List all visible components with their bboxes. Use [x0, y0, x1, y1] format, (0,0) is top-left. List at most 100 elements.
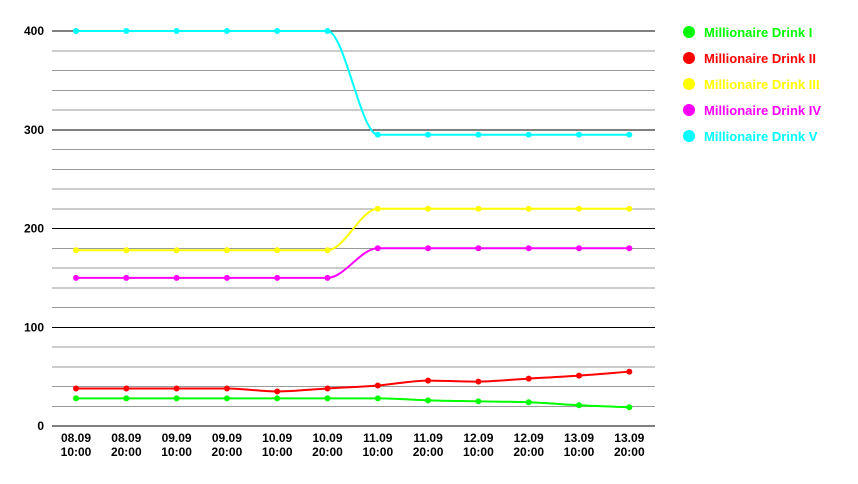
data-point [73, 385, 79, 392]
data-point [626, 245, 633, 252]
series-group [73, 245, 633, 281]
data-point [274, 274, 281, 281]
legend-marker [683, 130, 695, 142]
data-point [374, 205, 381, 212]
data-point [525, 245, 532, 252]
x-tick-label: 08.09 10:00 [61, 431, 92, 459]
legend-label: Millionaire Drink V [704, 129, 818, 144]
legend-item: Millionaire Drink III [683, 77, 820, 92]
data-point [123, 247, 130, 254]
grid-lines [52, 30, 655, 427]
data-point [525, 131, 532, 138]
data-point [576, 245, 582, 252]
legend-marker [683, 52, 695, 64]
data-point [374, 131, 381, 138]
data-point [274, 395, 281, 402]
data-point [324, 395, 331, 402]
data-point [475, 205, 482, 212]
data-point [626, 404, 633, 411]
y-tick-label: 0 [37, 419, 44, 433]
data-point [223, 395, 230, 402]
data-point [576, 131, 582, 138]
data-point [475, 245, 482, 252]
data-point [374, 245, 381, 252]
data-point [173, 274, 180, 281]
data-point [73, 395, 79, 402]
data-point [223, 385, 230, 392]
data-point [73, 247, 79, 254]
x-tick-label: 09.09 10:00 [161, 431, 192, 459]
data-point [324, 385, 331, 392]
data-point [73, 274, 79, 281]
data-point [425, 397, 432, 404]
data-point [475, 378, 482, 385]
data-point [223, 274, 230, 281]
legend-item: Millionaire Drink V [683, 129, 818, 144]
data-point [425, 131, 432, 138]
data-point [173, 28, 180, 34]
data-point [626, 368, 633, 375]
data-point [274, 247, 281, 254]
legend-label: Millionaire Drink IV [704, 103, 821, 118]
plot-area [73, 28, 633, 411]
x-tick-label: 12.09 10:00 [463, 431, 494, 459]
data-point [123, 28, 130, 34]
data-point [324, 28, 331, 34]
series-group [73, 368, 633, 395]
data-point [223, 28, 230, 34]
legend-label: Millionaire Drink II [704, 51, 816, 66]
data-point [123, 395, 130, 402]
data-point [626, 131, 633, 138]
data-point [626, 205, 633, 212]
legend-marker [683, 26, 695, 38]
data-point [525, 399, 532, 406]
legend-marker [683, 78, 695, 90]
data-point [525, 205, 532, 212]
data-point [324, 247, 331, 254]
data-point [475, 131, 482, 138]
data-point [123, 274, 130, 281]
x-tick-label: 08.09 20:00 [111, 431, 142, 459]
data-point [123, 385, 130, 392]
data-point [274, 388, 281, 395]
x-tick-label: 11.09 10:00 [362, 431, 393, 459]
legend-label: Millionaire Drink I [704, 25, 812, 40]
data-point [274, 28, 281, 34]
data-point [425, 377, 432, 384]
data-point [173, 247, 180, 254]
series-line [76, 397, 630, 409]
data-point [425, 205, 432, 212]
y-tick-label: 100 [24, 320, 44, 334]
series-group [73, 395, 633, 411]
x-tick-label: 13.09 10:00 [564, 431, 595, 459]
series-group [73, 205, 633, 254]
data-point [173, 395, 180, 402]
data-point [576, 205, 582, 212]
data-point [374, 382, 381, 389]
data-point [576, 372, 582, 379]
series-group [73, 28, 633, 138]
x-tick-label: 11.09 20:00 [413, 431, 444, 459]
x-tick-label: 10.09 10:00 [262, 431, 293, 459]
data-point [173, 385, 180, 392]
y-axis: 0 100 200 300 400 [24, 24, 44, 433]
x-tick-label: 12.09 20:00 [513, 431, 544, 459]
series-line [76, 247, 630, 279]
data-point [374, 395, 381, 402]
data-point [425, 245, 432, 252]
y-tick-label: 400 [24, 24, 44, 38]
data-point [324, 274, 331, 281]
legend-marker [683, 104, 695, 116]
series-line [75, 370, 630, 393]
series-line [76, 30, 630, 136]
x-axis: 08.09 10:00 08.09 20:00 09.09 10:00 09.09 20:00… [61, 431, 645, 459]
legend-item: Millionaire Drink I [683, 25, 812, 40]
legend-item: Millionaire Drink IV [683, 103, 821, 118]
data-point [475, 398, 482, 405]
data-point [525, 375, 532, 382]
x-tick-label: 09.09 20:00 [212, 431, 243, 459]
x-tick-label: 10.09 20:00 [312, 431, 343, 459]
legend: Millionaire Drink I Millionaire Drink II M… [683, 25, 821, 144]
data-point [223, 247, 230, 254]
